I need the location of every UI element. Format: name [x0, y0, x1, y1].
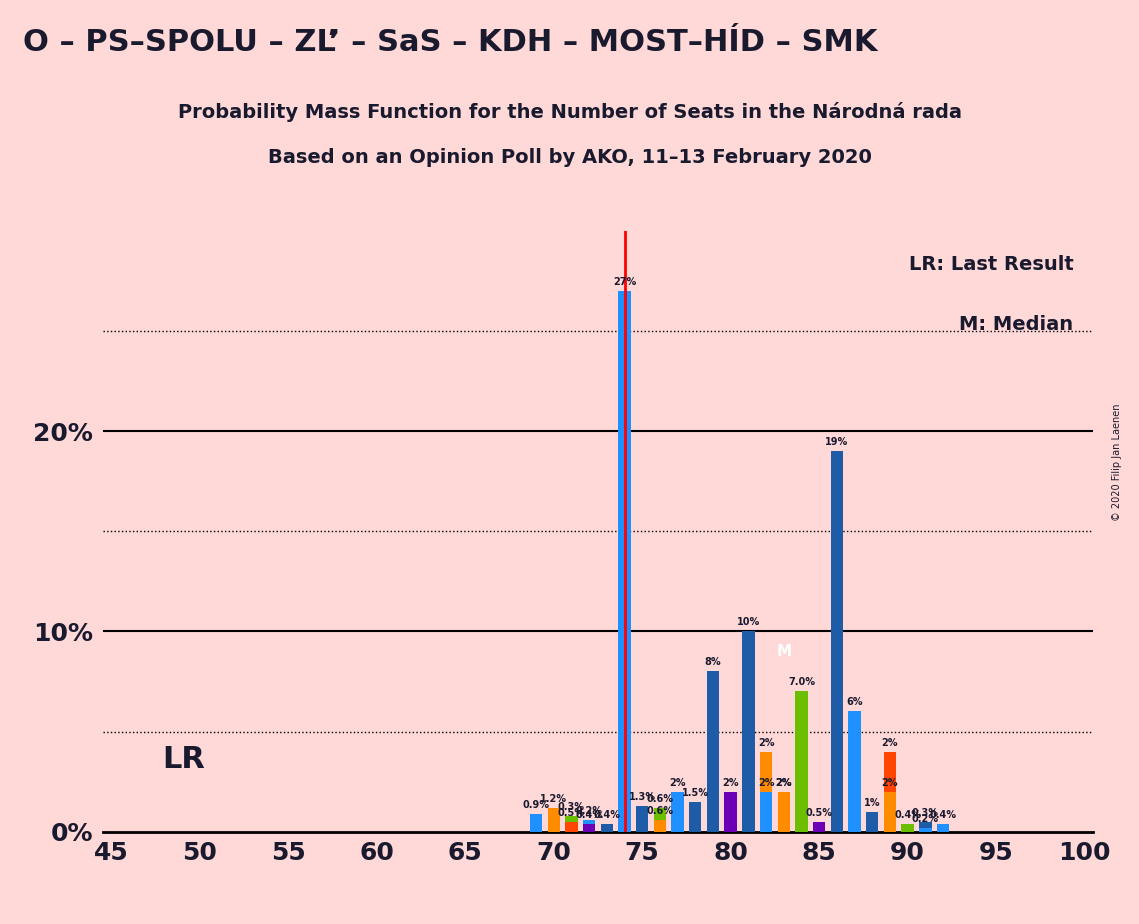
Bar	[583, 820, 596, 823]
Text: 1.2%: 1.2%	[540, 794, 567, 804]
Text: 0.3%: 0.3%	[558, 802, 585, 811]
Text: 0.4%: 0.4%	[593, 809, 621, 820]
Text: 0.6%: 0.6%	[647, 794, 673, 804]
Text: 2%: 2%	[882, 778, 899, 787]
Bar	[689, 801, 702, 832]
Text: 27%: 27%	[613, 277, 637, 287]
Text: 1.5%: 1.5%	[682, 787, 708, 797]
Bar	[530, 813, 542, 832]
Text: 0.2%: 0.2%	[575, 806, 603, 816]
Text: © 2020 Filip Jan Laenen: © 2020 Filip Jan Laenen	[1112, 403, 1122, 521]
Bar	[743, 631, 754, 832]
Bar	[937, 823, 949, 832]
Bar	[600, 823, 613, 832]
Bar	[830, 451, 843, 832]
Bar	[813, 821, 826, 832]
Bar	[548, 808, 560, 832]
Text: 0.2%: 0.2%	[912, 814, 939, 823]
Text: 0.6%: 0.6%	[647, 806, 673, 816]
Text: 0.3%: 0.3%	[912, 808, 939, 818]
Bar	[636, 806, 648, 832]
Text: LR: Last Result: LR: Last Result	[909, 255, 1074, 274]
Bar	[671, 792, 683, 832]
Bar	[795, 691, 808, 832]
Text: 1.3%: 1.3%	[629, 792, 656, 801]
Bar	[901, 823, 913, 832]
Bar	[565, 821, 577, 832]
Text: 2%: 2%	[757, 737, 775, 748]
Bar	[919, 821, 932, 828]
Bar	[760, 792, 772, 832]
Text: 2%: 2%	[776, 778, 792, 787]
Bar	[884, 792, 896, 832]
Text: M: M	[776, 644, 792, 659]
Bar	[724, 792, 737, 832]
Text: 0.9%: 0.9%	[523, 799, 549, 809]
Bar	[760, 751, 772, 792]
Bar	[565, 816, 577, 821]
Text: 1%: 1%	[865, 797, 880, 808]
Text: 2%: 2%	[670, 778, 686, 787]
Text: 10%: 10%	[737, 617, 760, 627]
Text: 7.0%: 7.0%	[788, 677, 816, 687]
Bar	[654, 820, 666, 832]
Text: 0.5%: 0.5%	[805, 808, 833, 818]
Bar	[884, 751, 896, 792]
Text: 2%: 2%	[776, 778, 792, 787]
Bar	[849, 711, 861, 832]
Text: Based on an Opinion Poll by AKO, 11–13 February 2020: Based on an Opinion Poll by AKO, 11–13 F…	[268, 148, 871, 167]
Bar	[778, 792, 790, 832]
Text: 2%: 2%	[882, 737, 899, 748]
Bar	[583, 823, 596, 832]
Bar	[919, 828, 932, 832]
Text: 0.4%: 0.4%	[929, 809, 957, 820]
Bar	[778, 792, 790, 832]
Text: 8%: 8%	[705, 658, 721, 667]
Text: LR: LR	[162, 745, 205, 774]
Bar	[654, 808, 666, 820]
Text: 6%: 6%	[846, 698, 863, 708]
Text: O – PS–SPOLU – ZĽ’ – SaS – KDH – MOST–HÍD – SMK: O – PS–SPOLU – ZĽ’ – SaS – KDH – MOST–HÍ…	[23, 28, 877, 56]
Text: Probability Mass Function for the Number of Seats in the Národná rada: Probability Mass Function for the Number…	[178, 102, 961, 122]
Bar	[618, 291, 631, 832]
Text: 0.5%: 0.5%	[558, 808, 585, 818]
Bar	[707, 672, 719, 832]
Text: M: Median: M: Median	[959, 315, 1074, 334]
Text: 2%: 2%	[722, 778, 739, 787]
Text: 0.4%: 0.4%	[575, 809, 603, 820]
Text: 2%: 2%	[757, 778, 775, 787]
Text: 0.4%: 0.4%	[894, 809, 921, 820]
Text: 19%: 19%	[826, 437, 849, 447]
Bar	[866, 811, 878, 832]
